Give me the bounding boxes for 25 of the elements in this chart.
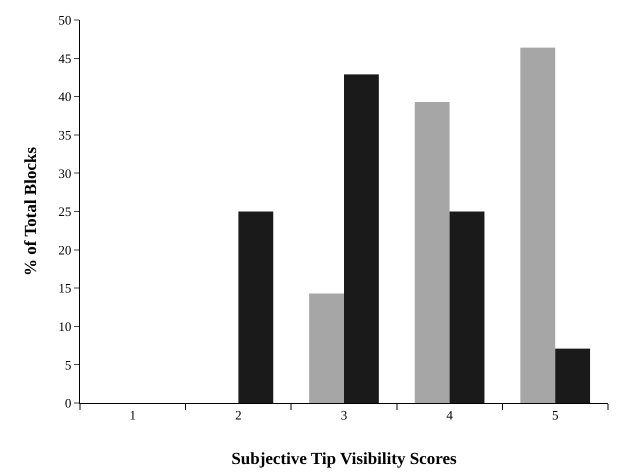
bar xyxy=(309,293,344,403)
x-axis-title: Subjective Tip Visibility Scores xyxy=(231,449,458,468)
x-tick-label: 2 xyxy=(235,408,242,423)
x-tick-label: 5 xyxy=(552,408,558,423)
y-tick-label: 10 xyxy=(58,318,72,334)
y-tick-label: 50 xyxy=(58,12,72,28)
bar xyxy=(414,102,450,403)
y-tick-label: 45 xyxy=(58,50,72,66)
y-tick-label: 5 xyxy=(64,357,72,372)
y-tick-label: 40 xyxy=(58,89,72,104)
y-tick-label: 25 xyxy=(58,204,72,220)
x-tick-label: 3 xyxy=(340,408,348,423)
bar xyxy=(344,74,379,403)
bar xyxy=(520,48,556,403)
bar xyxy=(555,348,590,403)
y-tick-label: 0 xyxy=(64,396,72,411)
y-axis-title: % of Total Blocks xyxy=(21,146,40,276)
y-tick-label: 30 xyxy=(58,166,72,181)
y-tick-label: 20 xyxy=(58,242,72,258)
y-tick-label: 35 xyxy=(58,127,72,142)
y-tick-label: 15 xyxy=(58,280,72,296)
bar xyxy=(238,212,274,403)
x-tick-label: 1 xyxy=(130,408,136,423)
bar xyxy=(450,212,484,403)
x-tick-label: 4 xyxy=(446,408,454,423)
